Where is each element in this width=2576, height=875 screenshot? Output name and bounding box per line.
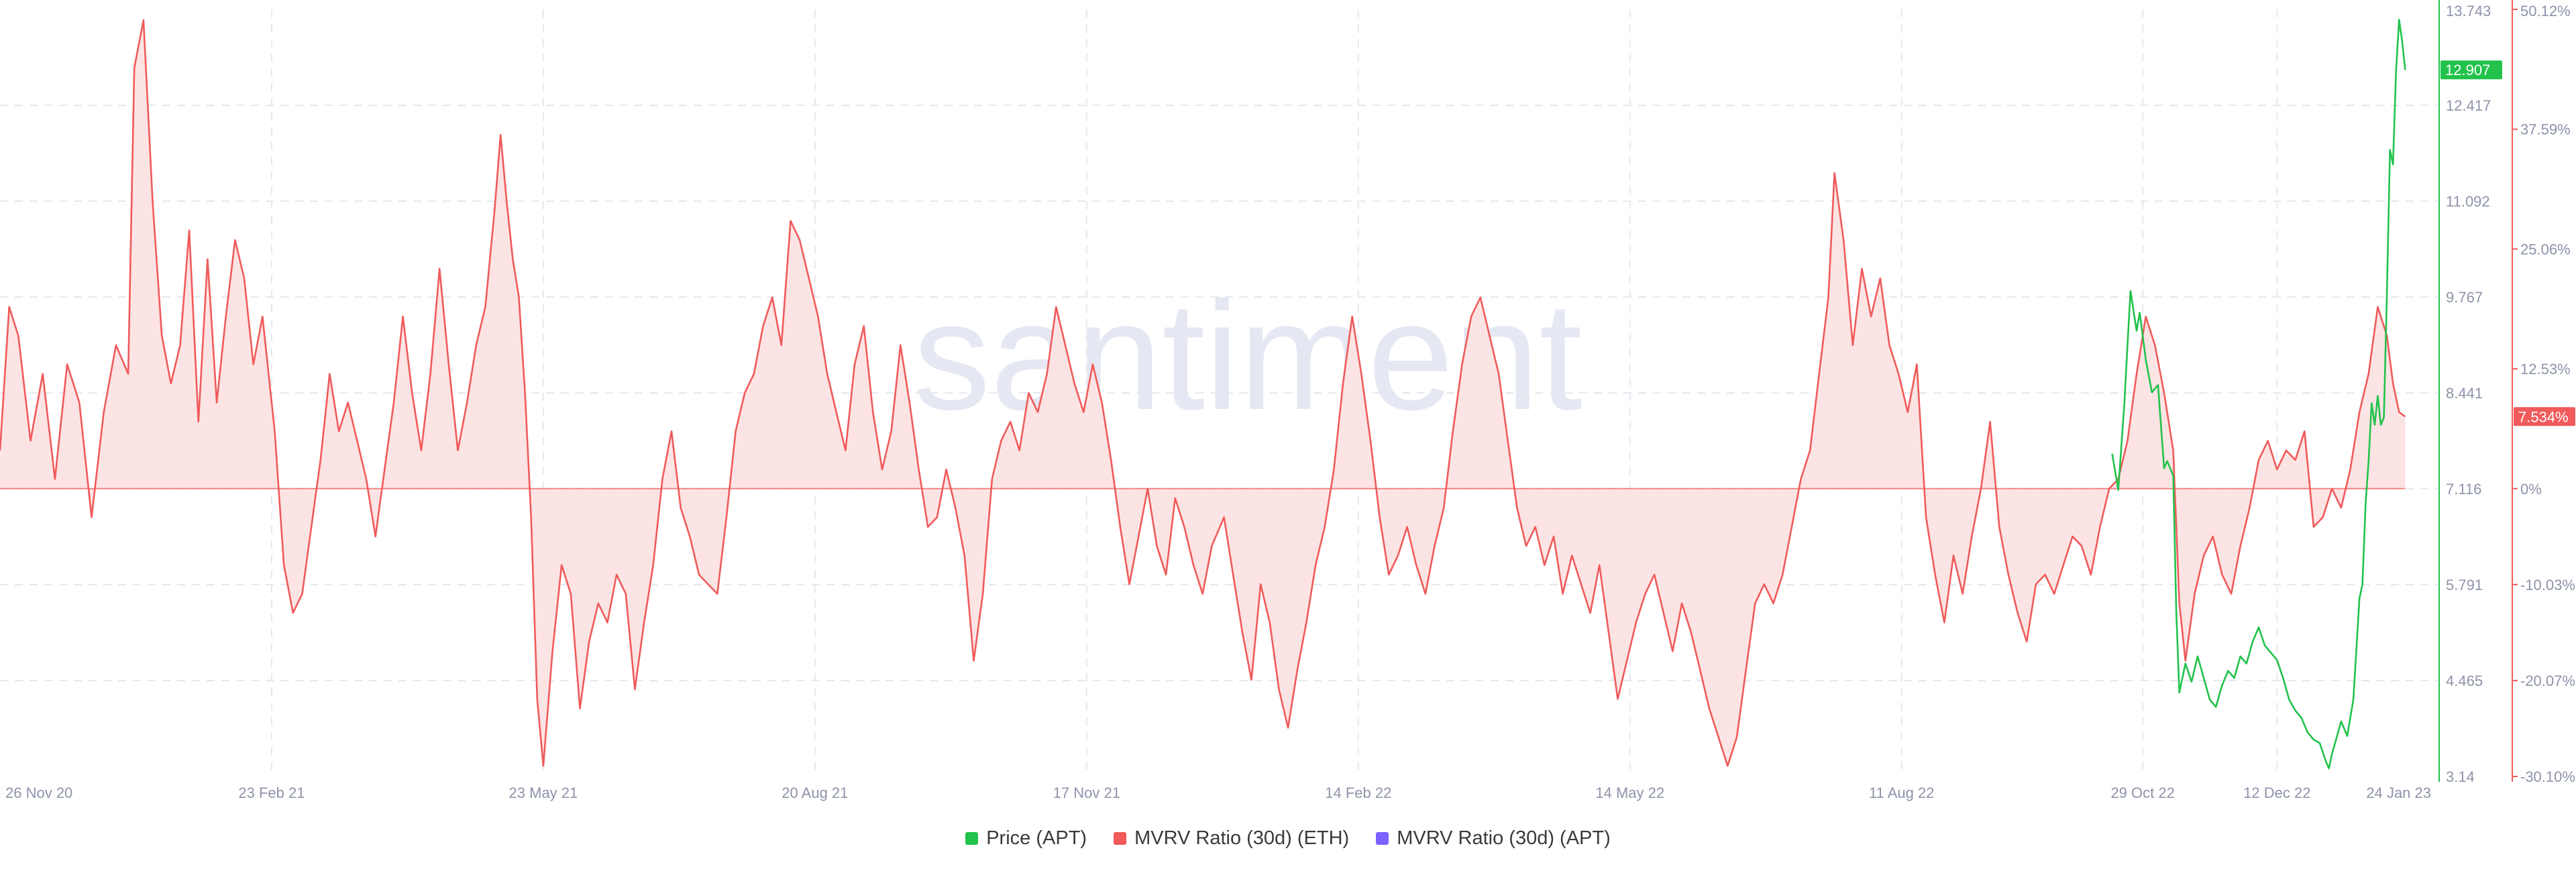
x-tick-label: 12 Dec 22 [2243,784,2310,801]
price-tick-label: 7.116 [2446,481,2481,498]
mvrv-tick-label: 50.12% [2520,3,2571,19]
legend-item-price-apt[interactable]: Price (APT) [965,827,1087,850]
price-tick-label: 8.441 [2446,385,2483,402]
x-tick-label: 23 May 21 [509,784,578,801]
price-tick-label: 13.743 [2446,3,2491,19]
x-tick-label: 29 Oct 22 [2110,784,2174,801]
price-tick-label: 12.417 [2446,97,2491,114]
x-tick-label: 17 Nov 21 [1053,784,1120,801]
mvrv-tick-label: 12.53% [2520,361,2571,377]
legend-label-mvrv-apt: MVRV Ratio (30d) (APT) [1397,827,1611,849]
legend: Price (APT) MVRV Ratio (30d) (ETH) MVRV … [0,823,2576,853]
legend-swatch-price [965,831,979,845]
legend-label-mvrv-eth: MVRV Ratio (30d) (ETH) [1134,827,1350,849]
x-axis-ticks: 26 Nov 20 23 Feb 21 23 May 21 20 Aug 21 17 N… [5,784,2431,801]
price-tick-label: 4.465 [2446,673,2483,689]
mvrv-current-badge-bg [2514,407,2575,426]
x-tick-label: 26 Nov 20 [5,784,72,801]
legend-swatch-mvrv-apt [1376,831,1389,845]
price-current-badge: 12.907 [2445,62,2490,78]
legend-label-price: Price (APT) [986,827,1087,849]
legend-item-mvrv-eth[interactable]: MVRV Ratio (30d) (ETH) [1114,827,1349,850]
x-tick-label: 14 May 22 [1595,784,1664,801]
x-tick-label: 20 Aug 21 [782,784,848,801]
mvrv-tick-label: 25.06% [2520,241,2571,257]
price-tick-label: 9.767 [2446,289,2483,306]
mvrv-tick-label: -30.10% [2520,768,2575,785]
x-tick-label: 24 Jan 23 [2366,784,2431,801]
price-tick-label: 11.092 [2446,193,2490,210]
x-tick-label: 14 Feb 22 [1325,784,1391,801]
mvrv-tick-label: -10.03% [2520,577,2575,593]
mvrv-current-badge: 7.534% [2518,408,2569,425]
legend-item-mvrv-apt[interactable]: MVRV Ratio (30d) (APT) [1376,827,1611,850]
mvrv-eth-fill [0,20,2406,766]
price-axis-ticks: 13.743 12.417 11.092 9.767 8.441 7.116 5.791 4.… [2446,3,2491,785]
current-value-badges: 12.907 7.534% [2440,60,2575,426]
price-tick-label: 5.791 [2446,577,2483,593]
mvrv-tick-label: 37.59% [2520,121,2571,138]
x-tick-label: 23 Feb 21 [238,784,305,801]
mvrv-eth-line [0,19,2406,767]
price-apt-line [2111,19,2406,770]
x-tick-label: 11 Aug 22 [1869,784,1934,801]
price-tick-label: 3.14 [2446,768,2475,785]
price-current-badge-bg [2440,60,2502,80]
mvrv-tick-label: -20.07% [2520,673,2575,689]
mvrv-tick-label: 0% [2520,481,2542,498]
legend-swatch-mvrv-eth [1114,831,1127,845]
mvrv-axis-ticks: 50.12% 37.59% 25.06% 12.53% 0% -10.03% -20.07%… [2512,3,2575,785]
